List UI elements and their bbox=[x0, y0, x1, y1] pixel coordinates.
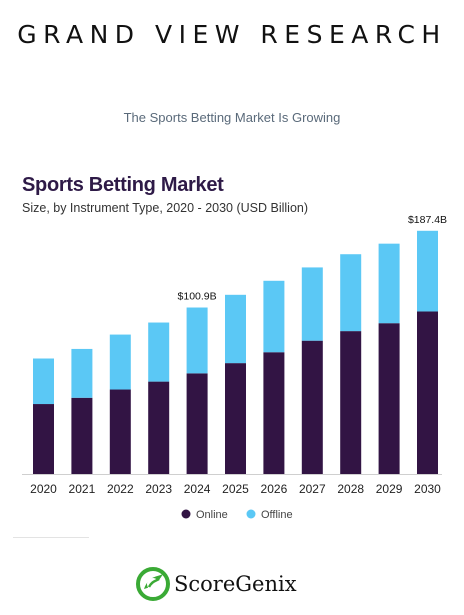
bar-online-2029 bbox=[378, 323, 400, 474]
tagline: The Sports Betting Market Is Growing bbox=[123, 110, 341, 125]
chart-title: Sports Betting Market bbox=[22, 174, 224, 196]
x-tick-label: 2028 bbox=[337, 482, 364, 496]
x-tick-label: 2030 bbox=[414, 482, 441, 496]
bar-online-2020 bbox=[33, 404, 54, 474]
x-tick-label: 2024 bbox=[184, 482, 211, 496]
bar-online-2025 bbox=[225, 363, 246, 474]
x-tick-label: 2029 bbox=[376, 482, 403, 496]
x-tick-label: 2027 bbox=[299, 482, 326, 496]
bar-offline-2020 bbox=[33, 358, 54, 405]
bar-offline-2030 bbox=[417, 230, 438, 312]
bar-online-2030 bbox=[417, 311, 438, 474]
footer-logo: ScoreGenix bbox=[136, 566, 297, 602]
x-tick-label: 2026 bbox=[261, 482, 288, 496]
legend-marker-online bbox=[181, 509, 191, 519]
bar-offline-2026 bbox=[263, 280, 285, 353]
x-tick-label: 2021 bbox=[69, 482, 96, 496]
bar-online-2022 bbox=[109, 389, 131, 474]
bar-offline-2023 bbox=[148, 322, 170, 382]
x-tick-label: 2023 bbox=[145, 482, 172, 496]
bar-offline-2029 bbox=[378, 243, 400, 324]
data-label: $187.4B bbox=[408, 214, 447, 226]
chart-subtitle: Size, by Instrument Type, 2020 - 2030 (U… bbox=[22, 201, 309, 215]
divider bbox=[13, 537, 89, 538]
bar-online-2023 bbox=[148, 381, 170, 474]
brand-name: GRAND VIEW RESEARCH bbox=[17, 20, 447, 49]
logo-text: ScoreGenix bbox=[174, 572, 297, 596]
bar-offline-2024 bbox=[186, 307, 208, 374]
bar-online-2027 bbox=[301, 340, 323, 474]
bar-offline-2028 bbox=[340, 254, 362, 332]
legend-label-offline: Offline bbox=[261, 509, 293, 521]
legend-label-online: Online bbox=[196, 509, 228, 521]
bar-online-2026 bbox=[263, 352, 285, 474]
bar-offline-2027 bbox=[301, 267, 323, 341]
x-tick-label: 2020 bbox=[30, 482, 57, 496]
x-tick-label: 2022 bbox=[107, 482, 134, 496]
scoregenix-logo-icon bbox=[136, 567, 170, 601]
x-tick-label: 2025 bbox=[222, 482, 249, 496]
data-label: $100.9B bbox=[178, 291, 217, 303]
bar-offline-2021 bbox=[71, 348, 93, 398]
bar-offline-2025 bbox=[225, 294, 246, 364]
bar-offline-2022 bbox=[109, 334, 131, 390]
legend-marker-offline bbox=[246, 509, 256, 519]
bar-online-2028 bbox=[340, 331, 362, 474]
bar-online-2021 bbox=[71, 397, 93, 474]
bar-online-2024 bbox=[186, 373, 208, 474]
